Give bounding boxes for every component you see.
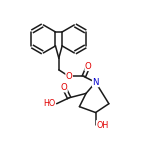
- Text: O: O: [61, 83, 67, 92]
- Text: O: O: [85, 62, 92, 71]
- Text: O: O: [66, 72, 72, 81]
- Text: N: N: [92, 78, 99, 87]
- Text: OH: OH: [96, 121, 109, 130]
- Text: HO: HO: [43, 99, 55, 108]
